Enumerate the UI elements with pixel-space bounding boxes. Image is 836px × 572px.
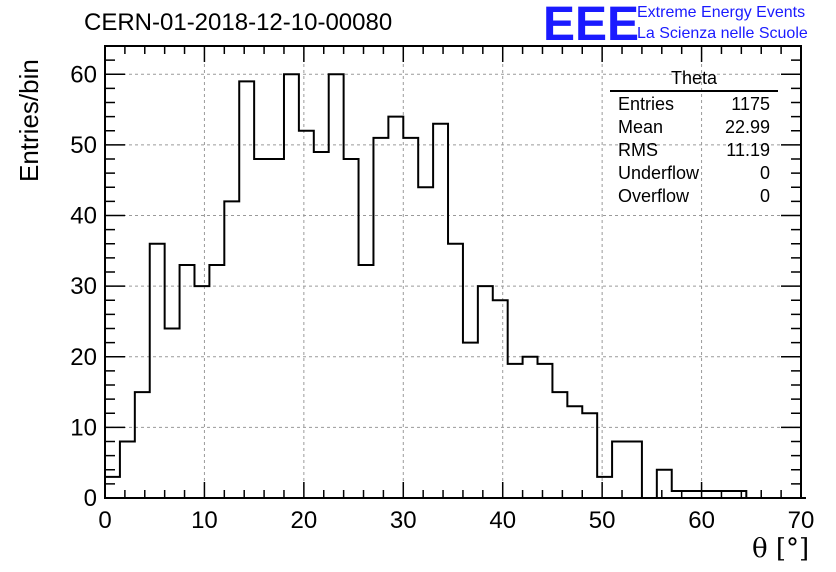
histogram-bin [180, 265, 195, 498]
x-tick-label: 60 [688, 507, 715, 534]
histogram-bin [209, 265, 224, 498]
histogram-bin [552, 392, 567, 498]
stats-value: 1175 [731, 94, 770, 114]
stats-label: Overflow [618, 186, 690, 206]
eee-logo: EEE [543, 0, 640, 51]
stats-value: 0 [759, 163, 770, 183]
histogram-bin [194, 286, 209, 498]
y-tick-label: 30 [70, 273, 97, 300]
stats-row-rms: RMS 11.19 [610, 139, 778, 162]
stats-label: RMS [618, 140, 658, 160]
histogram-outline [104, 73, 806, 499]
x-axis-label: θ [°] [752, 534, 810, 564]
histogram-bin [567, 406, 582, 498]
histogram-bin [448, 244, 463, 498]
x-tick-label: 20 [291, 507, 318, 534]
x-tick-label: 50 [589, 507, 616, 534]
histogram-bin [359, 265, 374, 498]
x-tick-label: 40 [489, 507, 516, 534]
histogram-bin [433, 124, 448, 498]
stats-title: Theta [610, 68, 778, 92]
histogram-bin [731, 491, 746, 498]
histogram-bin [418, 187, 433, 498]
histogram-bin [165, 329, 180, 499]
x-tick-label: 0 [98, 507, 111, 534]
histogram-bin [105, 477, 120, 498]
stats-row-entries: Entries 1175 [610, 93, 778, 116]
y-tick-label: 0 [84, 485, 97, 512]
histogram-bin [687, 491, 702, 498]
histogram-bin [388, 117, 403, 498]
stats-row-mean: Mean 22.99 [610, 116, 778, 139]
histogram-bin [716, 491, 731, 498]
grid-lines [105, 46, 801, 498]
histogram-bin [373, 138, 388, 498]
histogram-bin [314, 152, 329, 498]
stats-value: 0 [759, 186, 770, 206]
histogram-bin [508, 364, 523, 498]
histogram-bin [269, 159, 284, 498]
histogram-bin [493, 300, 508, 498]
eee-logo-line2: La Scienza nelle Scuole [637, 25, 808, 42]
histogram-bin [627, 442, 642, 499]
histogram-bin [403, 138, 418, 498]
histogram-bin [702, 491, 717, 498]
stats-box: Theta Entries 1175 Mean 22.99 RMS 11.19 Und… [610, 68, 778, 208]
histogram-bin [299, 131, 314, 498]
y-tick-label: 60 [70, 61, 97, 88]
eee-logo-line1: Extreme Energy Events [637, 4, 806, 21]
stats-value: 11.19 [726, 140, 770, 160]
x-tick-labels: 0 10 20 30 40 50 60 70 [98, 507, 814, 534]
x-tick-label: 70 [788, 507, 815, 534]
histogram-bin [239, 81, 254, 498]
stats-row-overflow: Overflow 0 [610, 185, 778, 208]
stats-row-underflow: Underflow 0 [610, 162, 778, 185]
stats-label: Underflow [618, 163, 700, 183]
histogram-bin [120, 442, 135, 499]
histogram-bin [657, 470, 672, 498]
stats-value: 22.99 [724, 117, 770, 137]
histogram-bin [463, 343, 478, 498]
stats-label: Entries [618, 94, 675, 114]
y-tick-label: 10 [70, 414, 97, 441]
histogram-bin [254, 159, 269, 498]
histogram-bin [344, 159, 359, 498]
axis-ticks [104, 45, 802, 499]
run-title: CERN-01-2018-12-10-00080 [84, 9, 393, 36]
y-tick-label: 50 [70, 132, 97, 159]
histogram-bin [538, 364, 553, 498]
histogram-bin [135, 392, 150, 498]
histogram-bin [150, 244, 165, 498]
x-tick-label: 30 [390, 507, 417, 534]
histogram-bin [478, 286, 493, 498]
y-tick-labels: 0 10 20 30 40 50 60 [70, 61, 97, 512]
histogram-bin [224, 201, 239, 498]
histogram-bin [523, 357, 538, 498]
histogram-bin [597, 477, 612, 498]
x-tick-label: 10 [191, 507, 218, 534]
histogram-bin [612, 442, 627, 499]
y-tick-label: 40 [70, 203, 97, 230]
stats-label: Mean [618, 117, 664, 137]
histogram-bin [672, 491, 687, 498]
histogram-bin [582, 413, 597, 498]
y-tick-label: 20 [70, 344, 97, 371]
y-axis-label: Entries/bin [14, 59, 44, 182]
